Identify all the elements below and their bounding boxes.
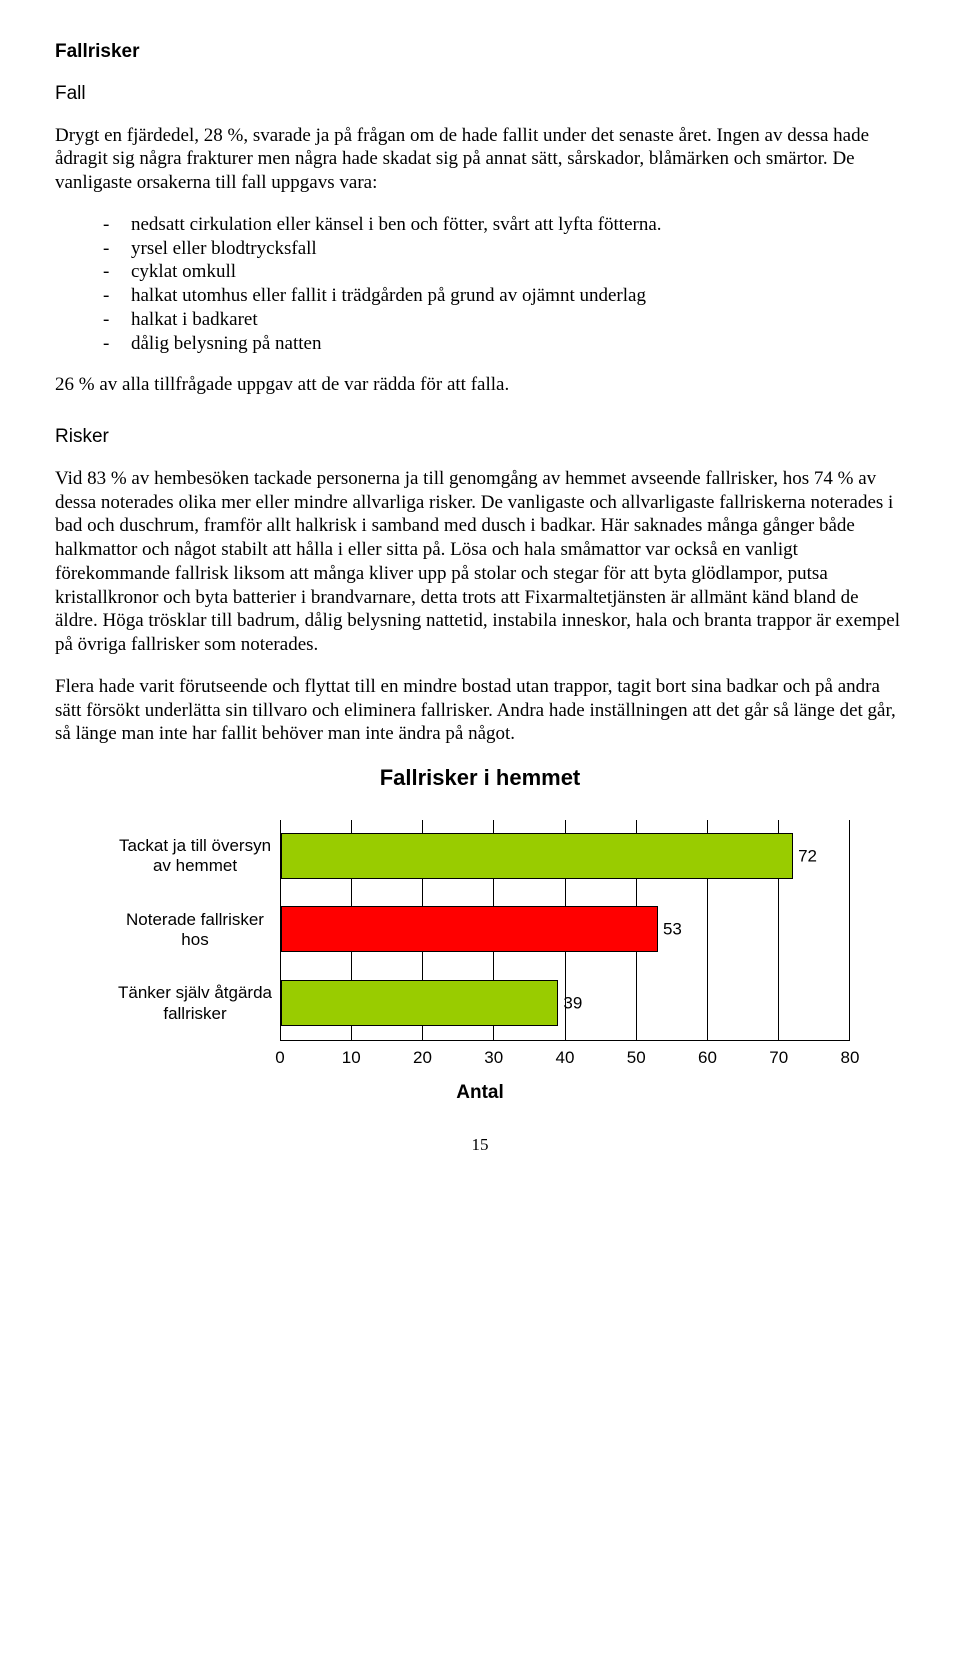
bar: 53 [281,906,658,952]
chart-category-label: Tackat ja till översyn av hemmet [110,820,280,894]
bar-row: 72 [281,820,850,893]
bar: 72 [281,833,793,879]
list-item: cyklat omkull [103,260,905,284]
chart-plot-area: 72 53 39 [280,820,850,1041]
x-tick-label: 10 [342,1047,361,1068]
bar-value-label: 72 [798,846,817,867]
x-tick-label: 40 [556,1047,575,1068]
x-tick-label: 80 [841,1047,860,1068]
para-fall-intro: Drygt en fjärdedel, 28 %, svarade ja på … [55,124,905,195]
causes-list: nedsatt cirkulation eller känsel i ben o… [55,213,905,356]
subheading-risker: Risker [55,425,905,449]
chart-title: Fallrisker i hemmet [110,764,850,792]
chart-category-label: Tänker själv åtgärda fallrisker [110,967,280,1041]
heading-fallrisker: Fallrisker [55,40,905,64]
bar-row: 39 [281,966,850,1039]
page-number: 15 [55,1134,905,1155]
x-tick-label: 30 [484,1047,503,1068]
chart-fallrisker: Fallrisker i hemmet Tackat ja till övers… [110,764,850,1104]
bar: 39 [281,980,558,1026]
chart-bars: 72 53 39 [281,820,850,1040]
list-item: dålig belysning på natten [103,332,905,356]
x-tick-label: 60 [698,1047,717,1068]
bar-value-label: 39 [563,992,582,1013]
list-item: halkat utomhus eller fallit i trädgården… [103,284,905,308]
para-risker-2: Flera hade varit förutseende och flyttat… [55,675,905,746]
subheading-fall: Fall [55,82,905,106]
list-item: halkat i badkaret [103,308,905,332]
chart-y-labels: Tackat ja till översyn av hemmetNoterade… [110,820,280,1041]
x-tick-label: 0 [275,1047,284,1068]
x-tick-label: 20 [413,1047,432,1068]
chart-category-label: Noterade fallrisker hos [110,893,280,967]
para-fall-intro-text: Drygt en fjärdedel, 28 %, svarade ja på … [55,125,869,170]
x-tick-label: 50 [627,1047,646,1068]
list-item: nedsatt cirkulation eller känsel i ben o… [103,213,905,237]
para-risker-1: Vid 83 % av hembesöken tackade personern… [55,467,905,657]
chart-x-ticks: 01020304050607080 [280,1041,850,1067]
list-item: yrsel eller blodtrycksfall [103,237,905,261]
bar-row: 53 [281,893,850,966]
chart-x-label: Antal [110,1081,850,1105]
bar-value-label: 53 [663,919,682,940]
x-tick-label: 70 [769,1047,788,1068]
para-26: 26 % av alla tillfrågade uppgav att de v… [55,373,905,397]
